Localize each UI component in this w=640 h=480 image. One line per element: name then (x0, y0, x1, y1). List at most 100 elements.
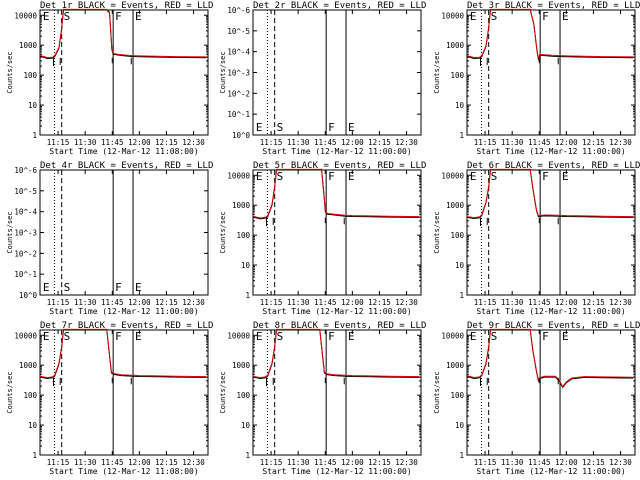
y-axis-label: Counts/sec (6, 211, 14, 253)
x-tick-label: 12:30 (182, 138, 205, 147)
panel-title: Det 5r BLACK = Events, RED = LLD (253, 161, 426, 171)
marker-label: F (542, 10, 549, 23)
x-tick-label: 12:15 (155, 138, 178, 147)
y-axis-label: Counts/sec (219, 51, 227, 93)
marker-label: F (115, 10, 122, 23)
y-tick-label: 1 (245, 451, 250, 460)
x-tick-label: 12:00 (341, 298, 364, 307)
y-tick-label: 10^-6 (14, 166, 37, 175)
x-tick-label: 11:15 (47, 458, 70, 467)
panel-4: Det 4r BLACK = Events, RED = LLD Counts/s… (6, 161, 213, 316)
y-tick-label: 10 (455, 261, 465, 270)
panel-8: Det 8r BLACK = Events, RED = LLD Counts/s… (219, 321, 426, 476)
plot-frame (39, 329, 209, 456)
marker-label: E (348, 121, 355, 134)
x-tick-label: 11:45 (101, 298, 124, 307)
plot-frame (466, 329, 636, 456)
x-axis-label: Start Time (12-Mar-12 11:00:00) (262, 307, 411, 316)
y-tick-label: 10^-4 (227, 48, 250, 57)
x-tick-label: 11:15 (474, 298, 497, 307)
marker-label: F (542, 330, 549, 343)
y-tick-label: 10000 (441, 11, 464, 20)
lld-series-line (466, 328, 634, 388)
y-tick-label: 1 (459, 451, 464, 460)
y-tick-label: 10^-2 (14, 249, 37, 258)
y-tick-label: 1000 (446, 201, 465, 210)
panel-6: Det 6r BLACK = Events, RED = LLD Counts/s… (433, 161, 640, 316)
lld-series-line (252, 168, 420, 219)
x-tick-label: 11:45 (314, 138, 337, 147)
y-tick-label: 100 (236, 391, 250, 400)
x-tick-label: 12:15 (582, 458, 605, 467)
x-tick-label: 11:45 (528, 298, 551, 307)
y-tick-label: 1 (459, 291, 464, 300)
x-tick-label: 11:15 (47, 138, 70, 147)
x-tick-label: 12:00 (128, 458, 151, 467)
marker-label: F (542, 170, 549, 183)
x-tick-label: 11:45 (101, 138, 124, 147)
x-tick-label: 12:30 (609, 298, 632, 307)
marker-label: E (562, 10, 569, 23)
panel-5: Det 5r BLACK = Events, RED = LLD Counts/s… (219, 161, 426, 316)
marker-label: S (64, 330, 71, 343)
marker-label: E (562, 170, 569, 183)
y-tick-label: 100 (450, 71, 464, 80)
x-tick-label: 11:15 (474, 138, 497, 147)
y-tick-label: 1 (245, 291, 250, 300)
x-tick-label: 11:30 (501, 298, 524, 307)
y-tick-label: 10 (241, 421, 251, 430)
lld-series-line (252, 328, 420, 379)
marker-label: E (470, 170, 477, 183)
panel-title: Det 4r BLACK = Events, RED = LLD (40, 161, 213, 171)
x-tick-label: 12:15 (155, 458, 178, 467)
plot-frame (39, 169, 209, 296)
x-tick-label: 12:00 (128, 298, 151, 307)
lld-series-line (39, 8, 207, 59)
y-tick-label: 10 (241, 261, 251, 270)
marker-label: E (256, 170, 263, 183)
y-tick-label: 10^-1 (227, 110, 250, 119)
panel-1: Det 1r BLACK = Events, RED = LLD Counts/s… (6, 1, 213, 156)
x-tick-label: 11:30 (287, 138, 310, 147)
panel-title: Det 1r BLACK = Events, RED = LLD (40, 1, 213, 11)
x-axis-label: Start Time (12-Mar-12 11:00:00) (262, 467, 411, 476)
x-axis-label: Start Time (12-Mar-12 11:08:00) (49, 467, 198, 476)
lld-series-line (466, 168, 634, 219)
marker-label: E (43, 10, 50, 23)
x-tick-label: 11:30 (501, 458, 524, 467)
x-tick-label: 12:30 (182, 298, 205, 307)
marker-label: E (135, 330, 142, 343)
y-tick-label: 100 (450, 231, 464, 240)
panel-title: Det 6r BLACK = Events, RED = LLD (467, 161, 640, 171)
marker-label: E (348, 330, 355, 343)
x-axis-label: Start Time (12-Mar-12 11:00:00) (476, 467, 625, 476)
y-tick-label: 10000 (441, 171, 464, 180)
x-tick-label: 11:30 (74, 298, 97, 307)
marker-label: S (491, 330, 498, 343)
y-tick-label: 1000 (19, 361, 38, 370)
plot-frame (252, 169, 422, 296)
plot-frame (252, 9, 422, 136)
x-axis-label: Start Time (12-Mar-12 11:00:00) (476, 147, 625, 156)
x-axis-label: Start Time (12-Mar-12 11:08:00) (49, 147, 198, 156)
panel-title: Det 7r BLACK = Events, RED = LLD (40, 321, 213, 331)
x-tick-label: 12:30 (395, 138, 418, 147)
x-axis-label: Start Time (12-Mar-12 11:00:00) (476, 307, 625, 316)
y-tick-label: 10 (455, 421, 465, 430)
x-tick-label: 11:30 (287, 458, 310, 467)
y-tick-label: 10000 (227, 331, 250, 340)
x-tick-label: 11:45 (314, 458, 337, 467)
x-tick-label: 12:00 (555, 138, 578, 147)
y-tick-label: 10 (28, 101, 38, 110)
plot-frame (466, 9, 636, 136)
x-axis-label: Start Time (12-Mar-12 11:00:00) (262, 147, 411, 156)
panel-7: Det 7r BLACK = Events, RED = LLD Counts/s… (6, 321, 213, 476)
y-tick-label: 10^-3 (227, 69, 250, 78)
y-tick-label: 1000 (232, 361, 251, 370)
marker-label: E (256, 330, 263, 343)
y-tick-label: 100 (23, 71, 37, 80)
plot-frame (466, 169, 636, 296)
y-tick-label: 10 (28, 421, 38, 430)
x-tick-label: 12:15 (368, 458, 391, 467)
